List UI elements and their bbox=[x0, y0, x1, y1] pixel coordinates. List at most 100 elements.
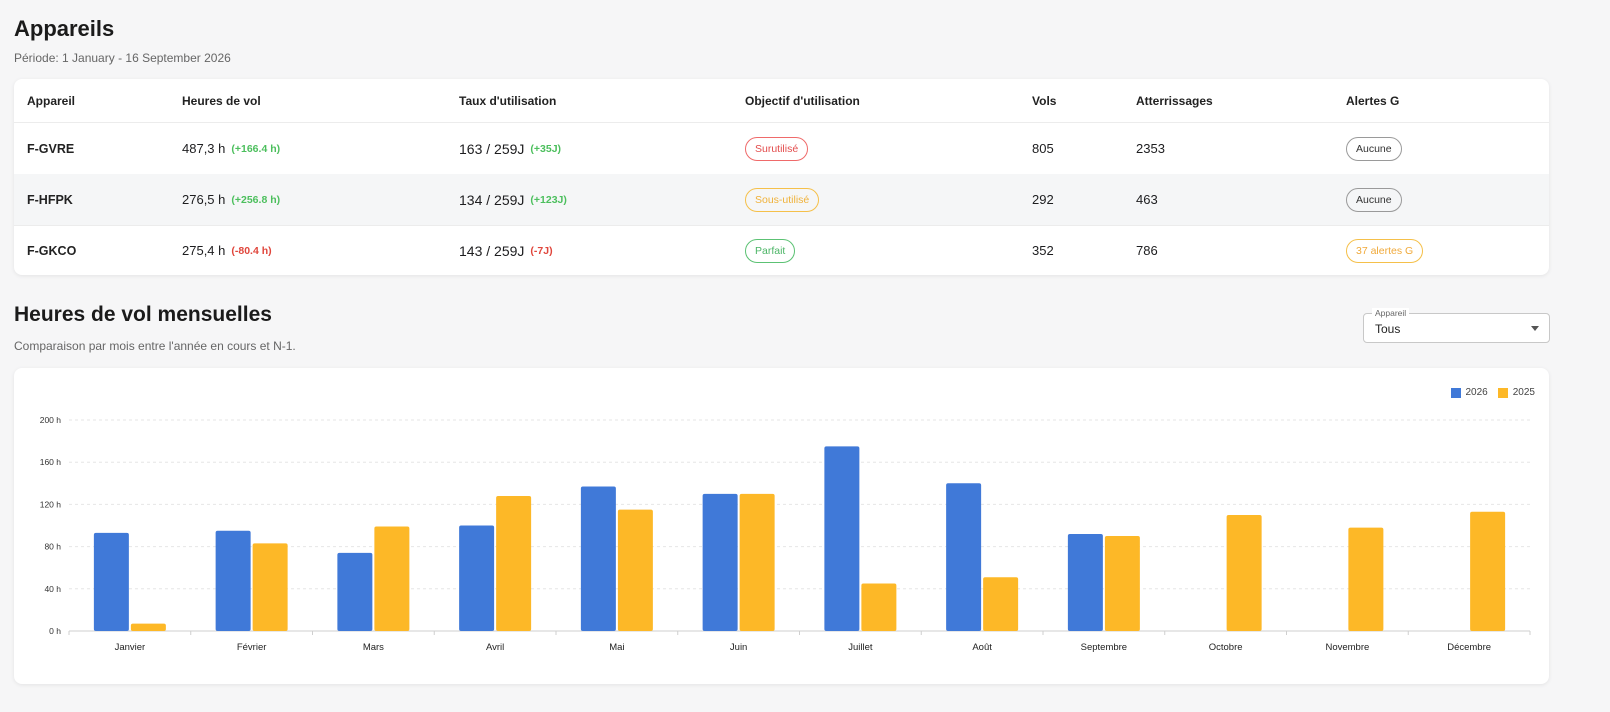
bar-2026-mai bbox=[580, 486, 616, 631]
bar-chart-svg: 0 h 40 h 80 h 120 h 160 h 200 h Janvier Février… bbox=[40, 415, 1531, 653]
legend-item-2025[interactable]: 2025 bbox=[1497, 387, 1535, 398]
utilization: 163 / 259J bbox=[459, 140, 525, 157]
aircraft-registration: F-HFPK bbox=[27, 192, 73, 207]
alerts-cell: Aucune bbox=[1346, 174, 1402, 225]
flights-count: 352 bbox=[1032, 243, 1054, 258]
aircraft-registration: F-GVRE bbox=[27, 141, 75, 156]
bar-2026-février bbox=[215, 530, 251, 631]
utilization-delta: (+35J) bbox=[530, 142, 562, 155]
bar-2025-juillet bbox=[861, 583, 897, 631]
hours-delta: (-80.4 h) bbox=[231, 244, 272, 257]
chart-legend: 2026 2025 bbox=[1441, 387, 1535, 398]
y-tick-label: 0 h bbox=[49, 626, 61, 636]
x-tick-label: Mai bbox=[609, 642, 624, 653]
bar-2026-juin bbox=[702, 493, 738, 631]
bar-2026-janvier bbox=[93, 532, 129, 631]
header-taux-utilisation: Taux d'utilisation bbox=[459, 93, 557, 108]
bar-2026-septembre bbox=[1067, 533, 1103, 631]
bar-2026-avril bbox=[459, 525, 495, 631]
bar-2026-août bbox=[946, 483, 982, 631]
bar-2025-novembre bbox=[1348, 527, 1384, 631]
objective-badge: Surutilisé bbox=[745, 136, 809, 161]
legend-swatch-2026 bbox=[1450, 387, 1461, 398]
bar-2025-mars bbox=[374, 526, 410, 631]
x-tick-label: Juin bbox=[730, 642, 747, 653]
bar-2025-février bbox=[252, 543, 288, 631]
hours-cell: 275,4 h (-80.4 h) bbox=[182, 226, 272, 275]
aircraft-table: Appareil Heures de vol Taux d'utilisatio… bbox=[14, 79, 1549, 275]
flight-hours: 487,3 h bbox=[182, 141, 226, 156]
aircraft-registration: F-GKCO bbox=[27, 243, 77, 258]
x-tick-label: Janvier bbox=[115, 642, 146, 653]
header-heures-de-vol: Heures de vol bbox=[182, 93, 261, 108]
legend-item-2026[interactable]: 2026 bbox=[1450, 387, 1488, 398]
alerts-badge[interactable]: 37 alertes G bbox=[1346, 238, 1424, 263]
header-appareil: Appareil bbox=[27, 93, 76, 108]
legend-swatch-2025 bbox=[1497, 387, 1508, 398]
table-row[interactable]: F-GKCO 275,4 h (-80.4 h) 143 / 259J (-7J… bbox=[14, 225, 1549, 275]
hours-cell: 276,5 h (+256.8 h) bbox=[182, 174, 280, 225]
alerts-badge[interactable]: Aucune bbox=[1346, 187, 1402, 212]
section-title-monthly-hours: Heures de vol mensuelles bbox=[14, 303, 272, 326]
hours-delta: (+166.4 h) bbox=[231, 142, 281, 155]
bar-2025-janvier bbox=[130, 623, 166, 631]
section-subtitle: Comparaison par mois entre l'année en co… bbox=[14, 339, 296, 353]
bar-2025-juin bbox=[739, 493, 775, 631]
y-tick-label: 40 h bbox=[44, 584, 61, 594]
y-tick-label: 200 h bbox=[40, 415, 62, 425]
utilization-cell: 134 / 259J (+123J) bbox=[459, 174, 567, 225]
objective-cell: Sous-utilisé bbox=[745, 174, 820, 225]
objective-badge: Parfait bbox=[745, 238, 796, 263]
bar-2025-septembre bbox=[1104, 536, 1140, 631]
table-header: Appareil Heures de vol Taux d'utilisatio… bbox=[14, 79, 1549, 123]
legend-label-2026: 2026 bbox=[1465, 387, 1488, 398]
y-tick-label: 80 h bbox=[44, 542, 61, 552]
alerts-cell: Aucune bbox=[1346, 123, 1402, 174]
utilization: 134 / 259J bbox=[459, 191, 525, 208]
page-title: Appareils bbox=[14, 16, 115, 41]
flights-count: 292 bbox=[1032, 192, 1054, 207]
header-vols: Vols bbox=[1032, 93, 1057, 108]
header-objectif: Objectif d'utilisation bbox=[745, 93, 860, 108]
flight-hours: 276,5 h bbox=[182, 192, 226, 207]
bar-2025-octobre bbox=[1226, 514, 1262, 631]
table-row[interactable]: F-HFPK 276,5 h (+256.8 h) 134 / 259J (+1… bbox=[14, 174, 1549, 225]
alerts-cell: 37 alertes G bbox=[1346, 226, 1424, 275]
utilization: 143 / 259J bbox=[459, 242, 525, 259]
utilization-cell: 143 / 259J (-7J) bbox=[459, 226, 553, 275]
x-tick-label: Novembre bbox=[1325, 642, 1369, 653]
x-tick-label: Septembre bbox=[1081, 642, 1127, 653]
table-row[interactable]: F-GVRE 487,3 h (+166.4 h) 163 / 259J (+3… bbox=[14, 123, 1549, 174]
bar-2025-avril bbox=[496, 495, 532, 631]
utilization-delta: (-7J) bbox=[530, 244, 553, 257]
objective-badge: Sous-utilisé bbox=[745, 187, 820, 212]
x-tick-label: Juillet bbox=[848, 642, 873, 653]
bar-2026-mars bbox=[337, 552, 373, 631]
period-label: Période: 1 January - 16 September 2026 bbox=[14, 51, 231, 65]
landings-count: 463 bbox=[1136, 192, 1158, 207]
landings-count: 2353 bbox=[1136, 141, 1165, 156]
header-alertes-g: Alertes G bbox=[1346, 93, 1400, 108]
chevron-down-icon[interactable] bbox=[1531, 326, 1539, 331]
hours-delta: (+256.8 h) bbox=[231, 193, 281, 206]
utilization-delta: (+123J) bbox=[530, 193, 567, 206]
flights-count: 805 bbox=[1032, 141, 1054, 156]
x-tick-label: Février bbox=[237, 642, 267, 653]
bar-2026-juillet bbox=[824, 446, 860, 631]
x-tick-label: Décembre bbox=[1447, 642, 1491, 653]
monthly-hours-chart: 2026 2025 0 h 40 h 80 h 120 h 160 h 200 h Janv… bbox=[14, 368, 1549, 684]
utilization-cell: 163 / 259J (+35J) bbox=[459, 123, 561, 174]
aircraft-select-label: Appareil bbox=[1372, 308, 1410, 318]
x-tick-label: Avril bbox=[486, 642, 504, 653]
x-tick-label: Août bbox=[972, 642, 992, 653]
aircraft-select[interactable]: Appareil Tous bbox=[1363, 308, 1550, 343]
flight-hours: 275,4 h bbox=[182, 243, 226, 258]
header-atterrissages: Atterrissages bbox=[1136, 93, 1213, 108]
x-tick-label: Octobre bbox=[1209, 642, 1243, 653]
bar-2025-décembre bbox=[1470, 511, 1506, 631]
objective-cell: Parfait bbox=[745, 226, 796, 275]
aircraft-select-value: Tous bbox=[1375, 322, 1401, 336]
alerts-badge[interactable]: Aucune bbox=[1346, 136, 1402, 161]
bar-2025-mai bbox=[617, 509, 653, 631]
landings-count: 786 bbox=[1136, 243, 1158, 258]
